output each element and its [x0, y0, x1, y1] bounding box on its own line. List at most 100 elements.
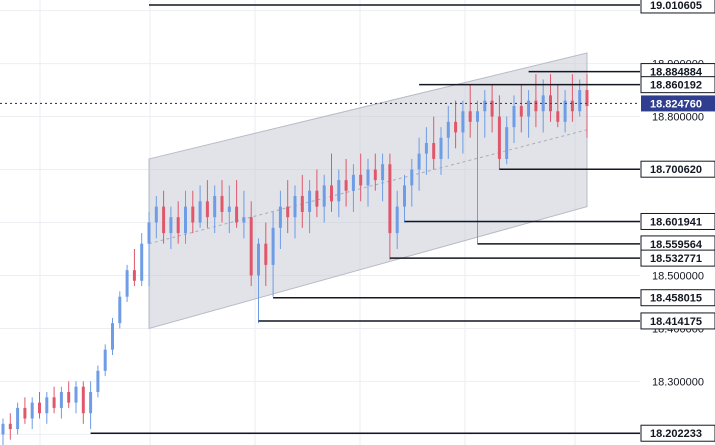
candle-body	[373, 169, 377, 181]
price-label-text: 18.414175	[650, 316, 702, 328]
y-tick-label-1: 18.800000	[652, 112, 704, 124]
candle-body	[344, 180, 348, 191]
candle-body	[541, 95, 545, 112]
candle-body	[162, 206, 166, 234]
candle-43	[315, 169, 319, 218]
candle-body	[395, 206, 399, 234]
candle-body	[67, 392, 71, 403]
candle-body	[497, 116, 501, 159]
candle-body	[59, 392, 63, 408]
candle-body	[454, 121, 458, 133]
level-18884884-label[interactable]: 18.884884	[640, 63, 715, 81]
candle-20	[147, 211, 151, 287]
candle-62	[454, 100, 458, 149]
candle-body	[476, 111, 479, 122]
candle-6	[45, 392, 49, 424]
candle-65	[476, 100, 479, 244]
levels	[0, 4, 640, 434]
candle-1	[8, 413, 12, 440]
candle-3	[23, 397, 27, 424]
candle-46	[337, 169, 341, 218]
candle-38	[278, 190, 282, 249]
level-18559564-label[interactable]: 18.559564	[640, 235, 715, 253]
level-18458015-label[interactable]: 18.458015	[640, 289, 715, 307]
candle-body	[527, 100, 531, 117]
candle-body	[74, 386, 78, 403]
level-18202233-label[interactable]: 18.202233	[640, 424, 715, 442]
candle-body	[534, 100, 538, 112]
candle-23	[169, 206, 173, 249]
level-18700620-label[interactable]: 18.700620	[640, 160, 715, 178]
candle-49	[359, 153, 363, 202]
candle-53	[388, 153, 392, 260]
candle-body	[169, 217, 173, 234]
candle-body	[103, 349, 107, 371]
candle-74	[541, 79, 545, 133]
candle-body	[512, 105, 516, 128]
candle-body	[132, 270, 136, 281]
candle-body	[249, 217, 253, 276]
candle-34	[249, 201, 253, 287]
candle-71	[519, 84, 523, 133]
current-price-label[interactable]: 18.824760	[641, 95, 715, 112]
candle-44	[322, 174, 326, 223]
candle-22	[162, 190, 166, 244]
candle-31	[227, 185, 231, 234]
price-label-text: 19.010605	[650, 0, 702, 12]
candle-body	[257, 243, 260, 276]
candle-66	[483, 90, 487, 138]
candle-55	[403, 174, 406, 223]
candle-body	[366, 169, 370, 186]
candle-body	[417, 153, 421, 170]
candle-body	[483, 100, 487, 112]
candle-21	[154, 196, 158, 239]
candle-body	[300, 196, 304, 212]
candle-body	[570, 100, 574, 112]
candle-body	[81, 386, 85, 414]
candle-54	[395, 190, 399, 249]
level-18532771-label[interactable]: 18.532771	[640, 249, 715, 267]
candle-32	[235, 180, 239, 228]
current-price-text: 18.824760	[650, 98, 702, 110]
candle-body	[8, 423, 12, 430]
candle-35	[257, 238, 260, 324]
candle-7	[52, 386, 56, 414]
candle-body	[556, 111, 560, 122]
candle-body	[322, 185, 326, 207]
level-18601941-label[interactable]: 18.601941	[640, 212, 715, 230]
price-label-box	[640, 424, 715, 442]
y-tick-label-2: 18.500000	[652, 270, 704, 282]
price-label-text: 18.601941	[650, 216, 702, 228]
level-18414175-label[interactable]: 18.414175	[640, 312, 715, 330]
candle-12	[89, 381, 93, 430]
candle-14	[103, 344, 107, 377]
candle-24	[176, 201, 180, 244]
candle-body	[45, 397, 49, 414]
candle-57	[417, 137, 421, 191]
candle-body	[432, 143, 436, 159]
candle-body	[351, 174, 355, 191]
level-19010605-label[interactable]: 19.010605	[640, 0, 715, 14]
candle-body	[519, 105, 523, 117]
candle-body	[286, 206, 290, 218]
candle-body	[293, 196, 297, 218]
candle-61	[446, 105, 450, 159]
candle-33	[242, 190, 246, 239]
candle-body	[505, 127, 509, 159]
candle-42	[308, 180, 312, 234]
candle-39	[286, 180, 290, 234]
level-18860192-label[interactable]: 18.860192	[640, 76, 715, 94]
price-label-text: 18.860192	[650, 80, 702, 92]
price-label-text: 18.884884	[650, 67, 703, 79]
candle-body	[154, 206, 158, 223]
price-axis[interactable]: 18.90000018.80000018.50000018.40000018.3…	[640, 0, 715, 442]
candle-body	[38, 402, 41, 414]
candle-body	[381, 164, 385, 181]
candle-58	[424, 127, 428, 175]
candles	[1, 74, 589, 445]
candle-5	[38, 392, 41, 419]
candle-26	[191, 190, 195, 234]
candle-37	[271, 211, 275, 297]
